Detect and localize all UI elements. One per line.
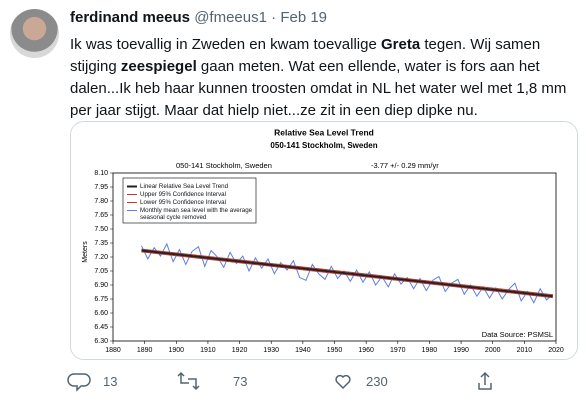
like-icon[interactable] xyxy=(335,374,351,390)
chart-subtitle: 050-141 Stockholm, Sweden xyxy=(270,141,377,150)
text-run: Ik was toevallig in Zweden en kwam toeva… xyxy=(70,36,381,53)
legend-entry: Upper 95% Confidence Interval xyxy=(140,191,226,198)
series-line xyxy=(141,248,553,296)
tweet-header: ferdinand meeus @fmeeus1 · Feb 19 xyxy=(70,9,327,26)
y-axis-label: Meters xyxy=(82,241,89,263)
x-tick-label: 2010 xyxy=(517,347,533,354)
y-tick-label: 7.05 xyxy=(94,268,108,275)
text-line: Ik was toevallig in Zweden en kwam toeva… xyxy=(70,34,566,56)
handle[interactable]: @fmeeus1 xyxy=(194,9,267,26)
y-tick-label: 8.10 xyxy=(94,170,108,177)
y-tick-label: 7.50 xyxy=(94,226,108,233)
like-count: 230 xyxy=(366,374,388,389)
y-tick-label: 7.95 xyxy=(94,184,108,191)
legend-box xyxy=(122,177,257,224)
series-line xyxy=(141,251,553,299)
x-tick-label: 1970 xyxy=(390,347,406,354)
trend-text: -3.77 +/- 0.29 mm/yr xyxy=(371,161,439,170)
x-tick-label: 1930 xyxy=(263,347,279,354)
action-bar: 13 73 230 xyxy=(0,366,586,396)
text-run: tegen. Wij samen xyxy=(420,36,541,53)
text-line: per jaar stijgt. Maar dat hielp niet...z… xyxy=(70,100,566,122)
bold-text: Greta xyxy=(381,36,421,53)
x-tick-label: 1940 xyxy=(295,347,311,354)
share-icon[interactable] xyxy=(478,371,492,390)
y-tick-label: 6.90 xyxy=(94,282,108,289)
x-tick-label: 1880 xyxy=(105,347,121,354)
text-run: stijging xyxy=(70,58,121,75)
legend-label: Linear Relative Sea Level Trend xyxy=(140,183,229,190)
legend-label: Lower 95% Confidence Interval xyxy=(140,199,226,206)
x-tick-label: 2000 xyxy=(485,347,501,354)
bold-text: zeespiegel xyxy=(120,58,197,75)
x-tick-label: 1980 xyxy=(422,347,438,354)
legend-entry: Linear Relative Sea Level Trend xyxy=(140,183,229,190)
chart-title: Relative Sea Level Trend xyxy=(274,127,374,137)
y-tick-label: 6.45 xyxy=(94,324,108,331)
chart: Relative Sea Level Trend 050-141 Stockho… xyxy=(71,122,577,359)
tweet-text: Ik was toevallig in Zweden en kwam toeva… xyxy=(70,34,566,122)
x-tick-label: 2020 xyxy=(548,347,564,354)
retweet-count: 73 xyxy=(233,374,248,389)
x-tick-label: 1960 xyxy=(358,347,374,354)
y-tick-label: 6.30 xyxy=(94,338,108,345)
media-card[interactable]: Relative Sea Level Trend 050-141 Stockho… xyxy=(70,121,578,360)
retweet-icon[interactable] xyxy=(177,371,200,391)
data-source: Data Source: PSMSL xyxy=(482,330,553,339)
y-tick-label: 6.75 xyxy=(94,296,108,303)
reply-icon[interactable] xyxy=(67,373,91,392)
separator: · xyxy=(271,9,277,26)
text-run: gaan meten. Wat een ellende, water is fo… xyxy=(196,58,540,75)
x-tick-label: 1910 xyxy=(200,347,216,354)
x-tick-label: 1920 xyxy=(232,347,248,354)
text-run: per jaar stijgt. Maar dat hielp niet...z… xyxy=(70,102,478,119)
x-tick-label: 1990 xyxy=(453,347,469,354)
reply-count: 13 xyxy=(103,374,118,389)
legend-label: Monthly mean sea level with the average … xyxy=(140,207,253,221)
text-line: dalen...Ik heb haar kunnen troosten omda… xyxy=(70,78,566,100)
date[interactable]: Feb 19 xyxy=(280,9,328,26)
x-tick-label: 1890 xyxy=(137,347,153,354)
y-tick-label: 7.80 xyxy=(94,198,108,205)
y-tick-label: 7.35 xyxy=(94,240,108,247)
avatar[interactable] xyxy=(10,9,59,58)
legend-entry: Lower 95% Confidence Interval xyxy=(140,199,226,206)
text-line: stijging zeespiegel gaan meten. Wat een … xyxy=(70,56,566,78)
legend-label: Upper 95% Confidence Interval xyxy=(140,191,226,198)
author-name[interactable]: ferdinand meeus xyxy=(70,9,191,26)
action-icons xyxy=(67,371,492,392)
series-line xyxy=(141,249,553,298)
x-tick-label: 1900 xyxy=(168,347,184,354)
station-label: 050-141 Stockholm, Sweden xyxy=(176,161,272,170)
text-run: dalen...Ik heb haar kunnen troosten omda… xyxy=(70,80,567,97)
y-tick-label: 7.65 xyxy=(94,212,108,219)
legend-entry: Monthly mean sea level with the average … xyxy=(140,207,253,221)
y-tick-label: 7.20 xyxy=(94,254,108,261)
x-tick-label: 1950 xyxy=(327,347,343,354)
y-tick-label: 6.60 xyxy=(94,310,108,317)
